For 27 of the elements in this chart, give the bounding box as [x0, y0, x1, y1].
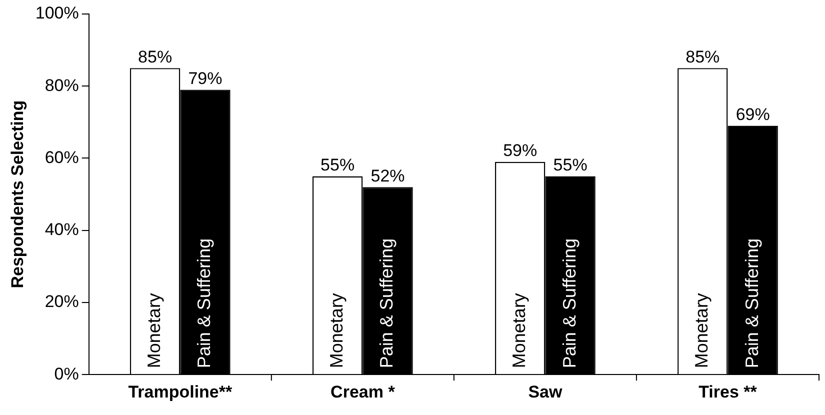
y-tick-label: 100%	[35, 4, 79, 23]
data-label: 52%	[370, 166, 405, 186]
text: Monetary	[326, 293, 347, 368]
x-tick-label: Tires **	[698, 382, 758, 402]
text: Pain & Suffering	[742, 238, 762, 368]
data-label: 85%	[138, 47, 172, 66]
text: Monetary	[509, 293, 530, 368]
text: Monetary	[692, 293, 712, 368]
data-label: 59%	[503, 141, 538, 160]
y-tick-label: 60%	[44, 148, 79, 167]
data-label: 55%	[553, 155, 588, 174]
data-label: 55%	[320, 155, 355, 174]
data-label: 69%	[736, 104, 770, 124]
y-axis-title: Respondents Selecting	[8, 100, 27, 288]
x-tick-label: Cream *	[330, 382, 396, 402]
y-tick-label: 80%	[44, 76, 79, 95]
series-label: Pain & Suffering	[194, 238, 214, 368]
text: Pain & Suffering	[559, 238, 580, 368]
text: Pain & Suffering	[376, 238, 397, 368]
series-label: Monetary	[144, 293, 164, 368]
data-label: 85%	[686, 47, 720, 66]
y-tick-label: 40%	[44, 220, 79, 240]
x-tick-label: Trampoline**	[128, 382, 232, 402]
data-label: 79%	[188, 68, 222, 88]
x-tick-label: Saw	[528, 382, 563, 402]
y-tick-label: 20%	[44, 292, 79, 312]
y-tick-label: 0%	[54, 364, 79, 384]
